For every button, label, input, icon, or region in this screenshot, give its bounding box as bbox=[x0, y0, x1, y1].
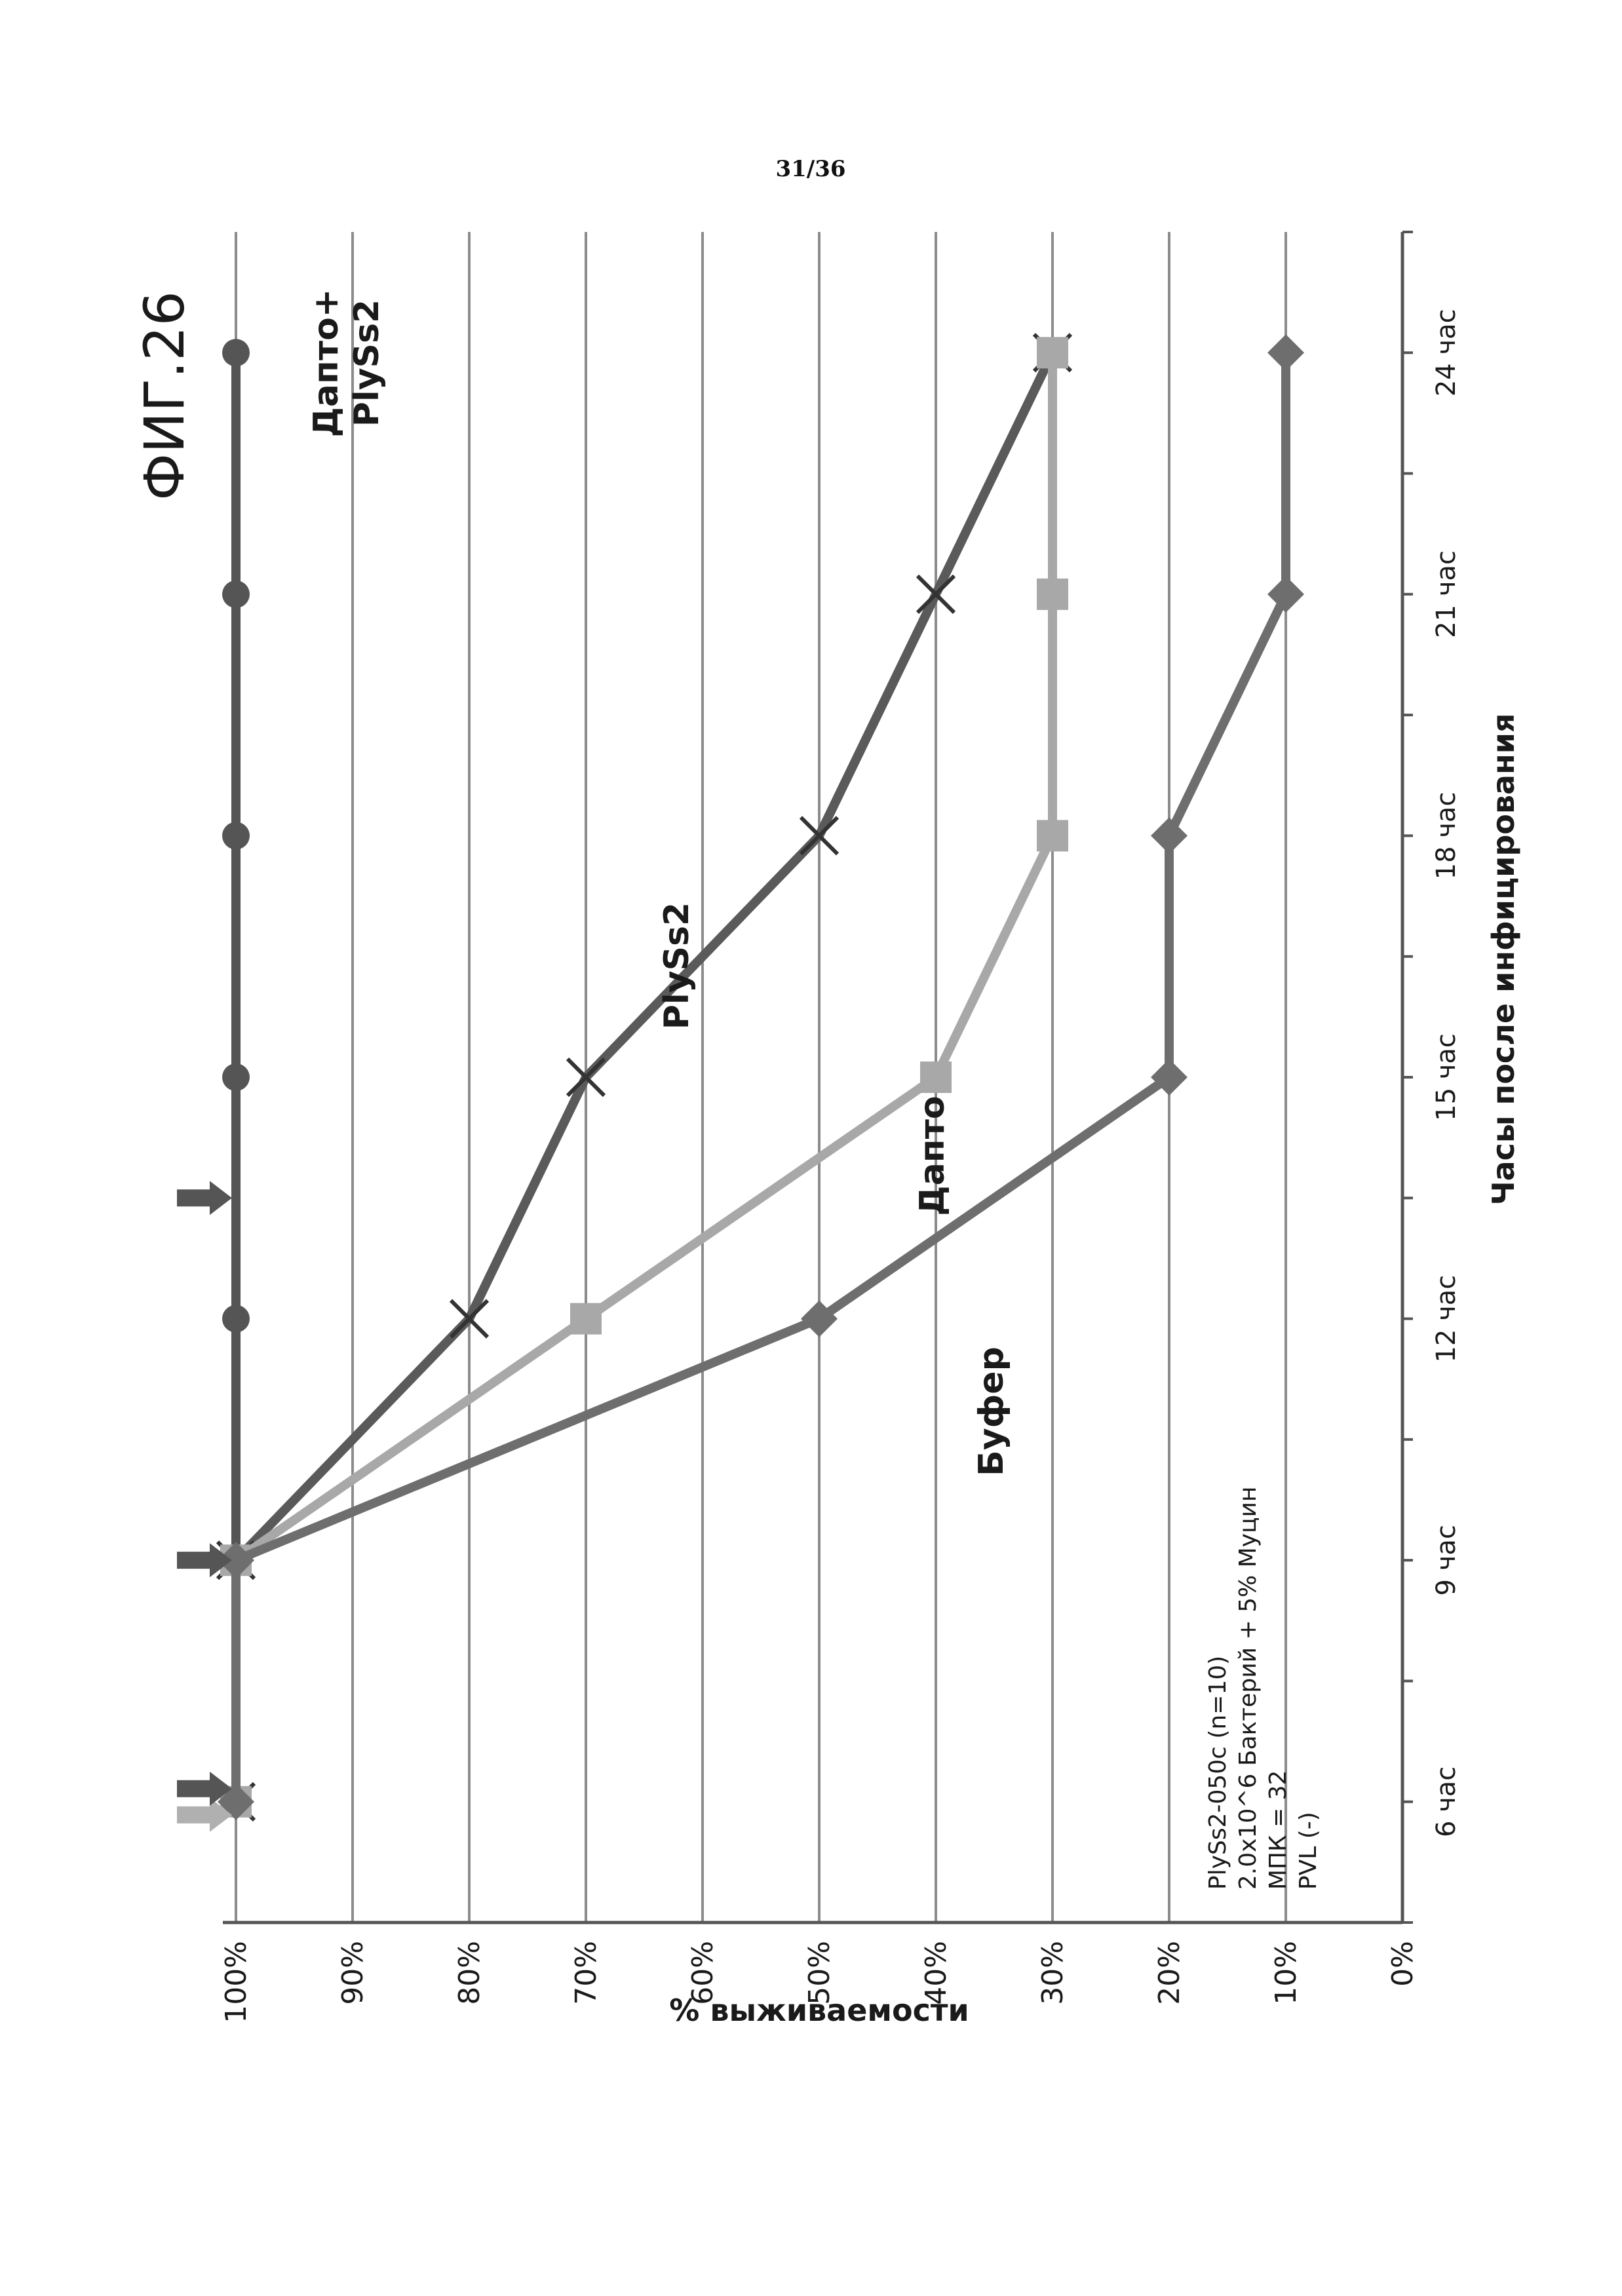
dosing-arrows bbox=[177, 1181, 232, 1831]
series-label-circle: Дапто+PlySs2 bbox=[307, 289, 387, 438]
x-axis-title: Часы после инфицирования bbox=[1486, 713, 1521, 1205]
marker-circle bbox=[222, 822, 250, 849]
marker-circle bbox=[222, 1305, 250, 1333]
y-tick-label: 10% bbox=[1269, 1941, 1303, 2005]
dosing-arrow bbox=[177, 1181, 232, 1215]
series-label-x: PlySs2 bbox=[657, 902, 697, 1029]
experiment-annotation: PlySs2-050c (n=10) 2.0x10^6 Бактерий + 5… bbox=[1205, 1479, 1322, 1890]
marker-diamond bbox=[1267, 576, 1304, 613]
y-tick-label: 90% bbox=[336, 1941, 370, 2005]
series-label-line: PlySs2 bbox=[347, 299, 387, 427]
figure-title: ФИГ.26 bbox=[132, 291, 197, 501]
series-line bbox=[236, 353, 1286, 1801]
axes: 0%10%20%30%40%50%60%70%80%90%100%6 час9 … bbox=[220, 232, 1461, 2023]
series-label-square: Дапто bbox=[913, 1096, 952, 1215]
series-square bbox=[220, 337, 1068, 1817]
marker-circle bbox=[222, 339, 250, 366]
marker-square bbox=[920, 1062, 952, 1093]
series-lines bbox=[218, 334, 1304, 1820]
series-label-line: Буфер bbox=[972, 1347, 1011, 1476]
marker-square bbox=[570, 1303, 602, 1335]
marker-circle bbox=[222, 581, 250, 608]
x-tick-label: 15 час bbox=[1431, 1033, 1461, 1121]
series-label-line: Дапто+ bbox=[307, 289, 346, 438]
marker-square bbox=[1037, 579, 1068, 610]
x-tick-label: 12 час bbox=[1431, 1275, 1461, 1363]
series-label-diamond: Буфер bbox=[972, 1347, 1011, 1476]
annotation-line-3: МПК = 32 bbox=[1265, 1770, 1292, 1890]
series-diamond bbox=[218, 334, 1304, 1820]
y-tick-label: 80% bbox=[453, 1941, 486, 2005]
x-tick-label: 21 час bbox=[1431, 550, 1461, 638]
series-label-line: PlySs2 bbox=[657, 902, 697, 1029]
x-tick-label: 9 час bbox=[1431, 1525, 1461, 1596]
y-tick-label: 30% bbox=[1036, 1941, 1070, 2005]
marker-circle bbox=[222, 1063, 250, 1091]
annotation-line-4: PVL (-) bbox=[1295, 1812, 1322, 1890]
y-tick-label: 100% bbox=[220, 1941, 253, 2023]
series-label-line: Дапто bbox=[913, 1096, 952, 1215]
y-tick-label: 70% bbox=[570, 1941, 603, 2005]
marker-diamond bbox=[1151, 817, 1188, 854]
chart-text: ФИГ.26 Часы после инфицирования % выжива… bbox=[132, 289, 1521, 2028]
y-tick-label: 20% bbox=[1153, 1941, 1186, 2005]
gridlines bbox=[236, 232, 1286, 1923]
x-tick-label: 18 час bbox=[1431, 792, 1461, 880]
marker-diamond bbox=[1267, 334, 1304, 371]
marker-square bbox=[1037, 820, 1068, 851]
y-tick-label: 0% bbox=[1386, 1941, 1419, 1987]
x-tick-label: 6 час bbox=[1431, 1767, 1461, 1837]
marker-square bbox=[1037, 337, 1068, 368]
annotation-line-1: PlySs2-050c (n=10) bbox=[1205, 1656, 1231, 1890]
x-tick-label: 24 час bbox=[1431, 309, 1461, 396]
y-axis-title: % выживаемости bbox=[669, 1993, 969, 2028]
annotation-line-2: 2.0x10^6 Бактерий + 5% Муцин bbox=[1235, 1486, 1262, 1890]
